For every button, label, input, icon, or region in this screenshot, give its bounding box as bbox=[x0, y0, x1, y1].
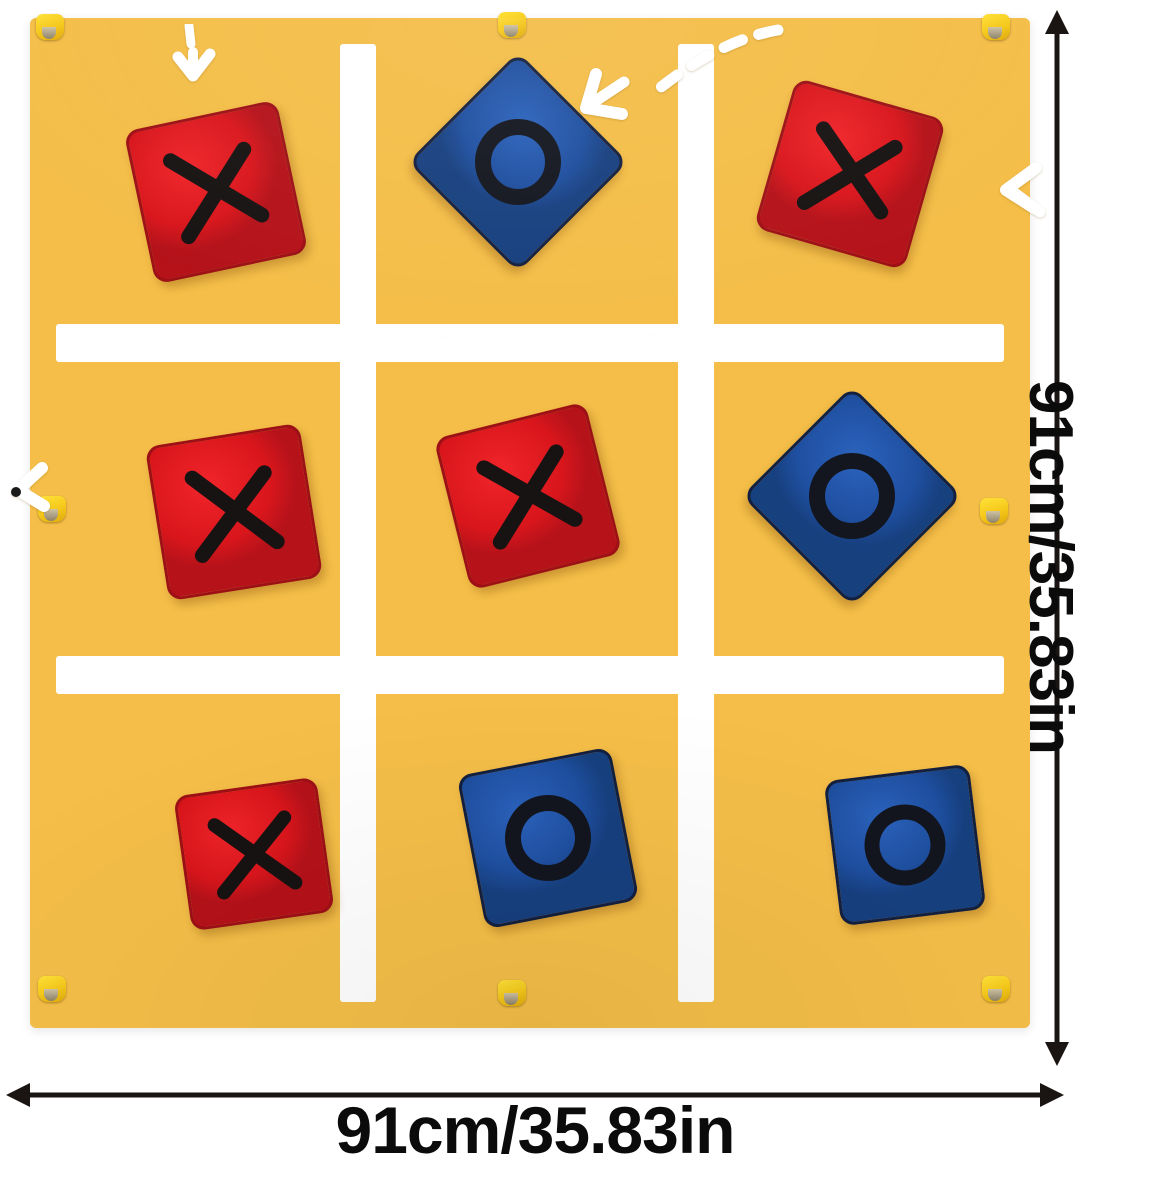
beanbag-o-blue[interactable] bbox=[741, 385, 963, 607]
grommet-top-left[interactable] bbox=[36, 14, 64, 40]
game-mat bbox=[30, 12, 1030, 1028]
x-mark-icon bbox=[465, 433, 591, 559]
pointer-arrow-left-icon bbox=[2, 462, 62, 524]
o-mark-icon bbox=[466, 110, 570, 214]
dimension-label-height: 91cm/35.83in bbox=[1016, 380, 1085, 755]
pointer-arrow-down-icon bbox=[158, 24, 228, 98]
grid-line-vertical-left bbox=[340, 44, 376, 1002]
pointer-arrow-down-left-icon bbox=[988, 160, 1052, 230]
grid-line-horizontal-top bbox=[56, 324, 1004, 362]
beanbag-x-red[interactable] bbox=[123, 99, 309, 285]
dimension-line-vertical bbox=[1040, 8, 1074, 1068]
o-mark-icon bbox=[800, 444, 904, 548]
grommet-middle-right[interactable] bbox=[980, 498, 1008, 524]
x-mark-icon bbox=[175, 453, 294, 572]
beanbag-o-blue[interactable] bbox=[823, 763, 987, 927]
o-mark-icon bbox=[487, 777, 609, 899]
grid-line-vertical-right bbox=[678, 44, 714, 1002]
grommet-bottom-left[interactable] bbox=[38, 976, 66, 1002]
beanbag-o-blue[interactable] bbox=[407, 51, 629, 273]
beanbag-x-red[interactable] bbox=[173, 776, 335, 932]
x-mark-icon bbox=[199, 802, 309, 907]
x-mark-icon bbox=[154, 130, 277, 253]
x-mark-icon bbox=[786, 110, 915, 239]
beanbag-x-red[interactable] bbox=[433, 401, 623, 591]
grommet-top-right[interactable] bbox=[982, 14, 1010, 40]
dimension-label-width: 91cm/35.83in bbox=[335, 1093, 736, 1167]
o-mark-icon bbox=[849, 789, 960, 900]
pointer-arrow-curved-down-left-icon bbox=[560, 22, 790, 142]
grid-line-horizontal-bottom bbox=[56, 656, 1004, 694]
beanbag-x-red[interactable] bbox=[144, 422, 324, 602]
dimension-line-horizontal bbox=[4, 1078, 1066, 1112]
grommet-bottom-right[interactable] bbox=[982, 976, 1010, 1002]
beanbag-o-blue[interactable] bbox=[456, 746, 640, 930]
beanbag-x-red[interactable] bbox=[753, 77, 947, 271]
grommet-top-center[interactable] bbox=[498, 12, 526, 38]
grommet-bottom-center[interactable] bbox=[498, 980, 526, 1006]
